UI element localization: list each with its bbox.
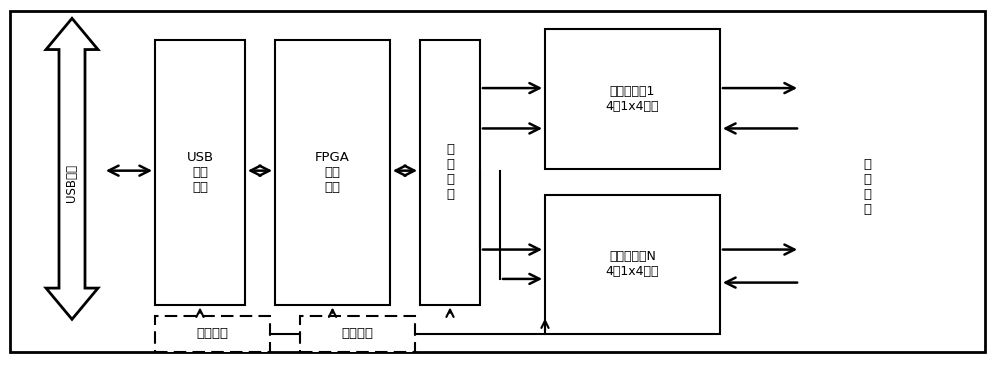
Bar xyxy=(545,195,720,334)
Bar xyxy=(275,40,390,305)
Text: 驱
动
电
路: 驱 动 电 路 xyxy=(446,143,454,201)
Polygon shape xyxy=(46,18,98,319)
Text: 保护电路: 保护电路 xyxy=(342,327,374,341)
Bar xyxy=(800,18,935,352)
Text: 继电器阵列1
4组1x4矩阵: 继电器阵列1 4组1x4矩阵 xyxy=(606,85,659,113)
Bar xyxy=(510,18,780,319)
Bar xyxy=(155,40,245,305)
Text: 射
频
接
口: 射 频 接 口 xyxy=(863,158,871,216)
Text: USB总线: USB总线 xyxy=(66,164,78,203)
Bar xyxy=(300,316,415,352)
Bar xyxy=(155,316,270,352)
Bar xyxy=(115,18,480,319)
Bar xyxy=(115,18,865,352)
Text: 继电器阵列N
4组1x4矩阵: 继电器阵列N 4组1x4矩阵 xyxy=(606,250,659,278)
Text: 电源电路: 电源电路 xyxy=(196,327,228,341)
Text: USB
接口
电路: USB 接口 电路 xyxy=(186,151,214,194)
Bar xyxy=(420,40,480,305)
Text: FPGA
控制
电路: FPGA 控制 电路 xyxy=(315,151,350,194)
Bar xyxy=(545,29,720,169)
